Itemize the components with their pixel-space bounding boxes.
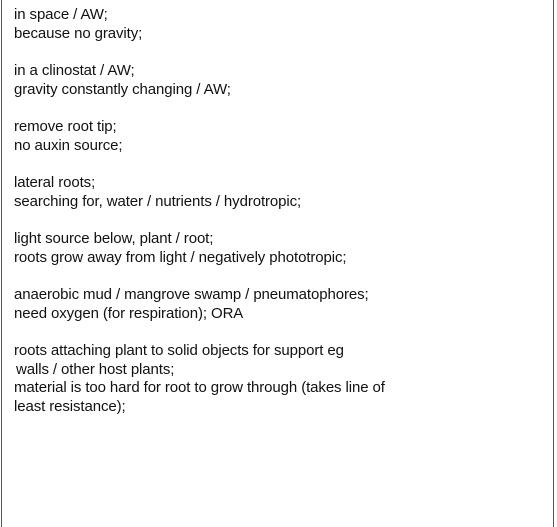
- answer-line: need oxygen (for respiration); ORA: [14, 304, 244, 322]
- answer-line: no auxin source;: [14, 136, 123, 154]
- answer-line: gravity constantly changing / AW;: [14, 80, 231, 98]
- answer-block-anaerobic: anaerobic mud / mangrove swamp / pneumat…: [14, 286, 543, 323]
- answer-line: searching for, water / nutrients / hydro…: [14, 192, 302, 210]
- answer-line: in a clinostat / AW;: [14, 62, 135, 79]
- answer-line: roots grow away from light / negatively …: [14, 248, 347, 266]
- answer-line: anaerobic mud / mangrove swamp / pneumat…: [14, 286, 369, 303]
- answer-block-lateral-roots: lateral roots; searching for, water / nu…: [14, 174, 543, 211]
- answer-line: light source below, plant / root;: [14, 230, 214, 247]
- answer-block-light-source: light source below, plant / root; roots …: [14, 230, 543, 267]
- answer-line: remove root tip;: [14, 118, 117, 135]
- answer-block-support: roots attaching plant to solid objects f…: [14, 342, 543, 416]
- answer-block-root-tip: remove root tip; no auxin source;: [14, 118, 543, 155]
- answer-block-clinostat: in a clinostat / AW; gravity constantly …: [14, 62, 543, 99]
- answer-line: material is too hard for root to grow th…: [14, 379, 385, 396]
- answer-line: in space / AW;: [14, 6, 108, 23]
- answer-block-space: in space / AW; because no gravity;: [14, 6, 543, 43]
- answer-line: because no gravity;: [14, 24, 143, 42]
- answer-line: lateral roots;: [14, 174, 96, 191]
- answer-line: least resistance);: [14, 397, 126, 415]
- answer-line: roots attaching plant to solid objects f…: [14, 342, 344, 359]
- answer-line: walls / other host plants;: [16, 360, 175, 378]
